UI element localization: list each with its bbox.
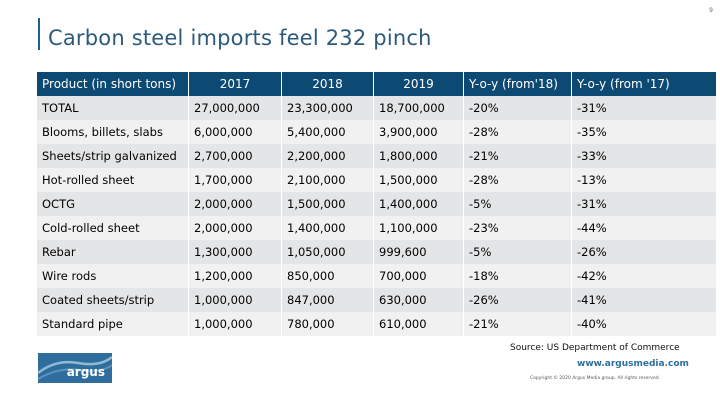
cell-yoy-17: -13% — [572, 168, 716, 192]
table-row: TOTAL 27,000,000 23,300,000 18,700,000 -… — [37, 96, 716, 120]
cell-2017: 1,300,000 — [189, 240, 282, 264]
table-row: Rebar 1,300,000 1,050,000 999,600 -5% -2… — [37, 240, 716, 264]
page-number: 9 — [709, 7, 713, 14]
table-header-row: Product (in short tons) 2017 2018 2019 Y… — [37, 72, 716, 96]
copyright-note: Copyright © 2020 Argus Media group. All … — [530, 376, 660, 381]
header-yoy-17: Y-o-y (from '17) — [572, 72, 716, 96]
cell-yoy-18: -23% — [464, 216, 572, 240]
cell-2018: 23,300,000 — [282, 96, 374, 120]
cell-product: Coated sheets/strip — [37, 288, 189, 312]
imports-table: Product (in short tons) 2017 2018 2019 Y… — [37, 72, 716, 336]
cell-yoy-17: -33% — [572, 144, 716, 168]
logo-text: argus — [66, 365, 105, 379]
cell-2019: 630,000 — [374, 288, 464, 312]
cell-yoy-18: -28% — [464, 168, 572, 192]
cell-2019: 999,600 — [374, 240, 464, 264]
cell-yoy-17: -26% — [572, 240, 716, 264]
cell-product: TOTAL — [37, 96, 189, 120]
cell-yoy-17: -44% — [572, 216, 716, 240]
header-2019: 2019 — [374, 72, 464, 96]
cell-product: Rebar — [37, 240, 189, 264]
cell-2019: 1,100,000 — [374, 216, 464, 240]
website-link[interactable]: www.argusmedia.com — [577, 359, 689, 369]
cell-2018: 1,500,000 — [282, 192, 374, 216]
cell-2018: 780,000 — [282, 312, 374, 336]
cell-yoy-18: -21% — [464, 312, 572, 336]
cell-product: Wire rods — [37, 264, 189, 288]
logo-wave-icon — [38, 356, 112, 380]
cell-yoy-18: -5% — [464, 192, 572, 216]
cell-2017: 1,700,000 — [189, 168, 282, 192]
cell-2017: 27,000,000 — [189, 96, 282, 120]
table-row: Hot-rolled sheet 1,700,000 2,100,000 1,5… — [37, 168, 716, 192]
cell-product: OCTG — [37, 192, 189, 216]
cell-2019: 1,500,000 — [374, 168, 464, 192]
title-accent-bar — [38, 18, 40, 50]
cell-2017: 6,000,000 — [189, 120, 282, 144]
cell-2018: 5,400,000 — [282, 120, 374, 144]
cell-2017: 2,700,000 — [189, 144, 282, 168]
table-row: OCTG 2,000,000 1,500,000 1,400,000 -5% -… — [37, 192, 716, 216]
cell-yoy-18: -26% — [464, 288, 572, 312]
cell-yoy-17: -41% — [572, 288, 716, 312]
cell-yoy-17: -42% — [572, 264, 716, 288]
table-row: Cold-rolled sheet 2,000,000 1,400,000 1,… — [37, 216, 716, 240]
cell-product: Standard pipe — [37, 312, 189, 336]
cell-2019: 1,400,000 — [374, 192, 464, 216]
cell-2018: 1,400,000 — [282, 216, 374, 240]
cell-2019: 610,000 — [374, 312, 464, 336]
cell-2018: 2,100,000 — [282, 168, 374, 192]
cell-product: Blooms, billets, slabs — [37, 120, 189, 144]
cell-yoy-17: -31% — [572, 192, 716, 216]
argus-logo: argus — [38, 353, 112, 383]
source-note: Source: US Department of Commerce — [510, 343, 680, 353]
cell-2018: 2,200,000 — [282, 144, 374, 168]
cell-yoy-18: -18% — [464, 264, 572, 288]
header-yoy-18: Y-o-y (from'18) — [464, 72, 572, 96]
cell-product: Hot-rolled sheet — [37, 168, 189, 192]
cell-2018: 847,000 — [282, 288, 374, 312]
cell-yoy-17: -31% — [572, 96, 716, 120]
cell-product: Cold-rolled sheet — [37, 216, 189, 240]
cell-yoy-18: -21% — [464, 144, 572, 168]
cell-2019: 700,000 — [374, 264, 464, 288]
cell-2017: 2,000,000 — [189, 192, 282, 216]
table-row: Standard pipe 1,000,000 780,000 610,000 … — [37, 312, 716, 336]
header-2017: 2017 — [189, 72, 282, 96]
cell-2017: 1,000,000 — [189, 288, 282, 312]
cell-2018: 1,050,000 — [282, 240, 374, 264]
cell-yoy-18: -20% — [464, 96, 572, 120]
cell-2019: 3,900,000 — [374, 120, 464, 144]
table-row: Coated sheets/strip 1,000,000 847,000 63… — [37, 288, 716, 312]
cell-2019: 1,800,000 — [374, 144, 464, 168]
header-product: Product (in short tons) — [37, 72, 189, 96]
cell-2017: 1,200,000 — [189, 264, 282, 288]
cell-2017: 1,000,000 — [189, 312, 282, 336]
cell-yoy-17: -40% — [572, 312, 716, 336]
header-2018: 2018 — [282, 72, 374, 96]
page-title: Carbon steel imports feel 232 pinch — [48, 26, 432, 50]
cell-2019: 18,700,000 — [374, 96, 464, 120]
table-row: Sheets/strip galvanized 2,700,000 2,200,… — [37, 144, 716, 168]
cell-2017: 2,000,000 — [189, 216, 282, 240]
cell-product: Sheets/strip galvanized — [37, 144, 189, 168]
table-row: Blooms, billets, slabs 6,000,000 5,400,0… — [37, 120, 716, 144]
cell-yoy-18: -28% — [464, 120, 572, 144]
table-row: Wire rods 1,200,000 850,000 700,000 -18%… — [37, 264, 716, 288]
cell-yoy-18: -5% — [464, 240, 572, 264]
cell-2018: 850,000 — [282, 264, 374, 288]
cell-yoy-17: -35% — [572, 120, 716, 144]
